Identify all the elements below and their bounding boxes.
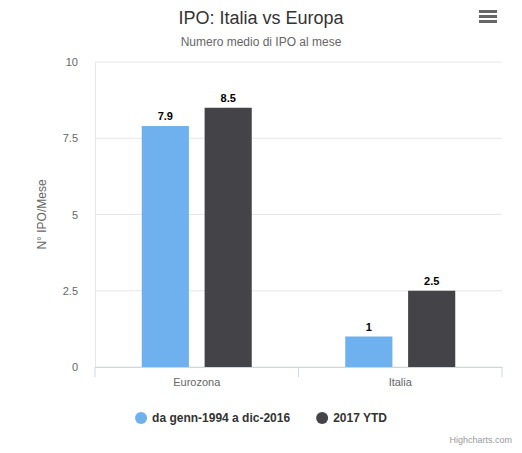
bar (205, 108, 252, 367)
legend-item[interactable]: 2017 YTD (316, 411, 387, 425)
grid (95, 62, 502, 367)
y-tick: 0 (72, 361, 95, 373)
data-labels: 7.9 1 8.5 2.5 (158, 92, 440, 333)
plot-area: 0 2.5 5 7.5 10 Eurozona Italia 7.9 1 8.5 2.5 (63, 56, 503, 388)
menu-line (479, 20, 497, 23)
y-axis: 0 2.5 5 7.5 10 (63, 56, 96, 373)
y-tick-label: 7.5 (63, 132, 78, 144)
bars (142, 108, 456, 367)
series (142, 126, 393, 367)
y-tick: 5 (72, 209, 95, 221)
x-tick-label: Eurozona (173, 376, 221, 388)
bar (142, 126, 189, 367)
legend-symbol (316, 412, 328, 424)
bar (345, 337, 392, 368)
menu-line (479, 10, 497, 13)
x-tick: Eurozona (173, 367, 221, 388)
menu-line (479, 15, 497, 18)
subtitle: Numero medio di IPO al mese (181, 35, 342, 49)
legend-label: da genn-1994 a dic-2016 (152, 411, 290, 425)
y-tick: 7.5 (63, 132, 95, 144)
series (205, 108, 456, 367)
legend: da genn-1994 a dic-2016 2017 YTD (135, 411, 387, 425)
y-tick: 2.5 (63, 285, 95, 297)
x-axis: Eurozona Italia (95, 367, 503, 388)
menu-button[interactable] (479, 10, 497, 23)
title: IPO: Italia vs Europa (178, 8, 344, 28)
x-tick-label: Italia (389, 376, 413, 388)
y-tick: 10 (66, 56, 95, 68)
legend-symbol (135, 412, 147, 424)
legend-label: 2017 YTD (333, 411, 387, 425)
credits: Highcharts.com (449, 435, 512, 445)
y-tick-label: 5 (72, 209, 78, 221)
x-tick: Italia (389, 367, 413, 388)
y-tick-label: 10 (66, 56, 78, 68)
data-label: 1 (366, 321, 372, 333)
chart: IPO: Italia vs Europa Numero medio di IPO… (0, 0, 522, 453)
category-divider (298, 367, 299, 377)
data-label: 7.9 (158, 110, 173, 122)
data-label: 2.5 (424, 275, 439, 287)
bar (408, 291, 455, 367)
y-tick-label: 2.5 (63, 285, 78, 297)
y-axis-title: N° IPO/Mese (35, 179, 49, 249)
legend-item[interactable]: da genn-1994 a dic-2016 (135, 411, 290, 425)
category-divider (502, 367, 503, 377)
y-tick-label: 0 (72, 361, 78, 373)
category-divider (95, 367, 96, 377)
y-axis-line (95, 63, 96, 368)
grid-line (95, 62, 502, 63)
data-label: 8.5 (221, 92, 236, 104)
